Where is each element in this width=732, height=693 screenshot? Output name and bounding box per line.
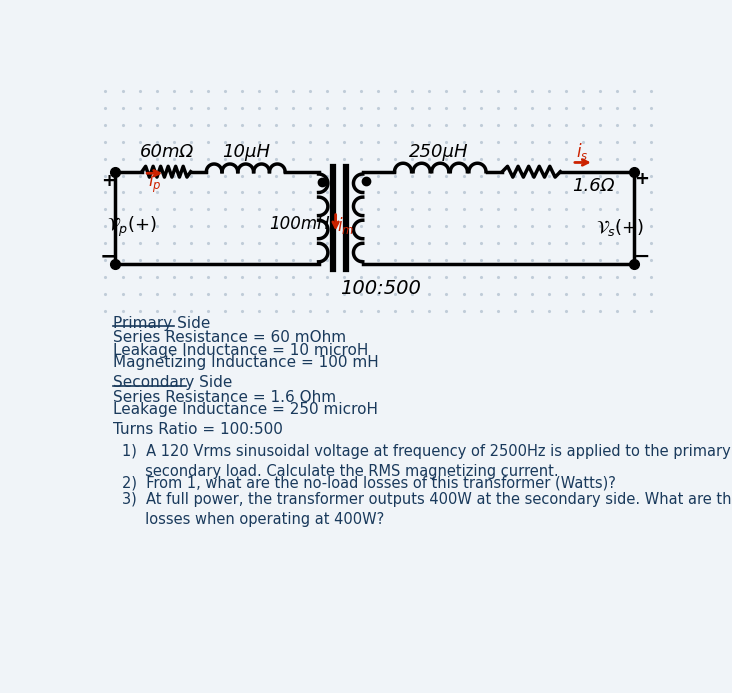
Text: 3)  At full power, the transformer outputs 400W at the secondary side. What are : 3) At full power, the transformer output… [122, 492, 732, 527]
Text: 60mΩ: 60mΩ [140, 143, 194, 161]
Text: Leakage Inductance = 250 microH: Leakage Inductance = 250 microH [113, 402, 378, 417]
Text: Leakage Inductance = 10 microH: Leakage Inductance = 10 microH [113, 342, 369, 358]
Text: +: + [634, 170, 649, 188]
Text: 2)  From 1, what are the no-load losses of this transformer (Watts)?: 2) From 1, what are the no-load losses o… [122, 475, 616, 490]
Text: −: − [634, 247, 650, 266]
Text: Turns Ratio = 100:500: Turns Ratio = 100:500 [113, 422, 283, 437]
Text: Magnetizing Inductance = 100 mH: Magnetizing Inductance = 100 mH [113, 355, 379, 370]
Text: 100mH: 100mH [269, 215, 329, 233]
Text: $\mathcal{V}_p(+)$: $\mathcal{V}_p(+)$ [107, 215, 157, 239]
Text: $i_p$: $i_p$ [149, 171, 162, 195]
Text: Series Resistance = 60 mOhm: Series Resistance = 60 mOhm [113, 331, 346, 345]
Text: 250μH: 250μH [409, 143, 468, 161]
Text: +: + [101, 172, 116, 190]
Text: 1)  A 120 Vrms sinusoidal voltage at frequency of 2500Hz is applied to the prima: 1) A 120 Vrms sinusoidal voltage at freq… [122, 444, 732, 479]
Text: 10μH: 10μH [223, 143, 271, 161]
Text: 100:500: 100:500 [340, 279, 421, 298]
Text: $i_s$: $i_s$ [576, 141, 589, 162]
Text: $i_m$: $i_m$ [337, 215, 354, 236]
Text: Series Resistance = 1.6 Ohm: Series Resistance = 1.6 Ohm [113, 389, 336, 405]
Text: Secondary Side: Secondary Side [113, 375, 233, 390]
Text: 1.6Ω: 1.6Ω [572, 177, 615, 195]
Text: −: − [100, 247, 118, 266]
Text: $\mathcal{V}_s(+)$: $\mathcal{V}_s(+)$ [596, 217, 644, 238]
Text: Primary Side: Primary Side [113, 316, 211, 331]
